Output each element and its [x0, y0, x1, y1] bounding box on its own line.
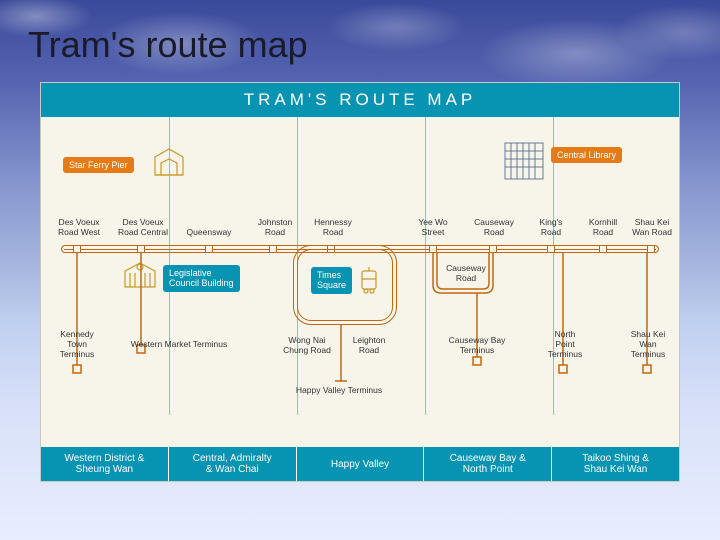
terminus-north_point: North Point Terminus [541, 329, 589, 360]
zone-happy-valley: Happy Valley [297, 447, 425, 481]
terminus-causeway_bay: Causeway Bay Terminus [441, 335, 513, 355]
terminus-wongnai: Wong Nai Chung Road [279, 335, 335, 355]
causeway-road-branch-label: Causeway Road [443, 263, 489, 283]
zone-footer: Western District & Sheung Wan Central, A… [41, 447, 679, 481]
page-title: Tram's route map [28, 24, 308, 66]
map-header: TRAM'S ROUTE MAP [41, 83, 679, 117]
terminus-leighton: Leighton Road [347, 335, 391, 355]
terminus-happy_valley: Happy Valley Terminus [283, 385, 395, 395]
zone-causeway: Causeway Bay & North Point [424, 447, 552, 481]
terminus-shaukei_wan: Shau Kei Wan Terminus [623, 329, 673, 360]
zone-taikoo: Taikoo Shing & Shau Kei Wan [552, 447, 679, 481]
zone-western: Western District & Sheung Wan [41, 447, 169, 481]
terminus-western_market: Western Market Terminus [119, 339, 239, 349]
route-map-panel: TRAM'S ROUTE MAP [40, 82, 680, 482]
causeway-branch [41, 117, 681, 417]
terminus-kennedy: Kennedy Town Terminus [53, 329, 101, 360]
map-body: Star Ferry Pier Central Library Legislat… [41, 117, 679, 449]
zone-central: Central, Admiralty & Wan Chai [169, 447, 297, 481]
